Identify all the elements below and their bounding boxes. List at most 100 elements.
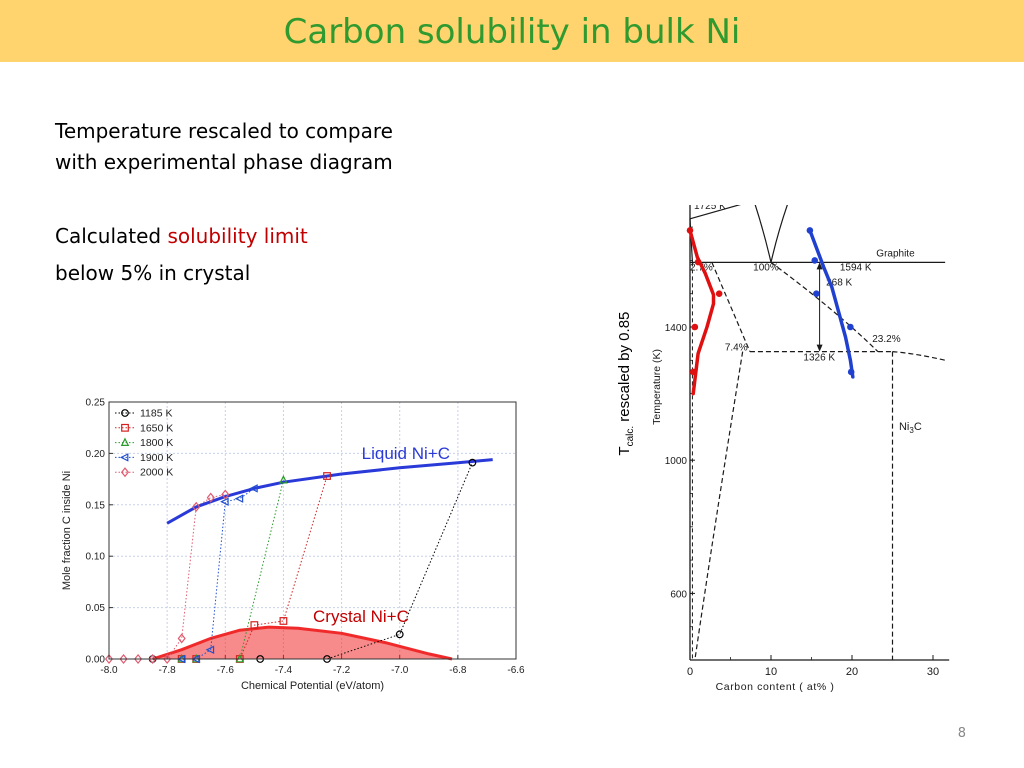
slide-title: Carbon solubility in bulk Ni [283,12,741,52]
pd-annot-268: 268 K [826,277,852,288]
data-point [163,653,172,665]
rescale-label: Tcalc. rescaled by 0.85 [616,312,636,456]
pd-arrow-head-down [816,344,823,352]
title-bar [0,0,1024,62]
x-tick-label: -7.0 [391,665,409,676]
data-point [206,492,215,503]
pd-annot-ni3c: Ni3C [899,421,922,435]
plot-frame [108,401,517,660]
legend-label: 1650 K [140,422,173,434]
legend-marker [120,437,130,447]
x-tick-label: -7.4 [275,665,293,676]
pd-x-tick-label: 10 [765,666,777,678]
crystal-label: Crystal Ni+C [313,607,409,626]
phase-diagram: 6001000140018000102030Carbon content ( a… [616,205,950,693]
x-tick-label: -7.8 [159,665,177,676]
data-point [279,617,288,625]
pd-y-tick-label: 1400 [665,323,688,334]
data-point [104,653,114,665]
y-tick-label: 0.25 [86,398,106,409]
legend-label: 1800 K [140,437,173,449]
pd-arrow-head-up [816,262,823,270]
legend-label: 1900 K [140,452,173,464]
pd-annot-ni3c-sub: 3 [909,426,914,435]
pd-liquidus-upper [689,205,741,220]
pd-annot-100: 100% [753,262,779,273]
y-tick-label: 0.20 [86,449,106,460]
data-point [468,458,477,467]
data-point [234,494,244,503]
calc-curve-red-point [691,323,699,331]
pd-annot-7-4: 7.4% [725,342,748,353]
pd-boundary-dashed-3 [892,351,946,361]
x-tick-label: -6.8 [449,665,467,676]
y-axis-label: Mole fraction C inside Ni [61,471,73,590]
pd-x-axis-label: Carbon content ( at% ) [716,681,835,693]
data-point [177,633,186,644]
pd-annot-1594: 1594 K [840,262,872,273]
calc-curve-blue-point [847,323,854,331]
legend-marker [121,409,129,417]
pd-graphite-boundary-1 [754,205,772,263]
solubility-chart: -8.0 -7.8 -7.6 -7.4 -7.2 -7.0 -6.8 -6.6 0.00 0.05… [61,398,525,693]
text-line-1: Temperature rescaled to compare [55,119,393,143]
calc-curve-red-point [686,227,694,234]
series-line-1900 K [181,487,255,660]
pd-x-tick-label: 20 [846,666,858,678]
data-point [323,472,331,480]
calc-curve-red-point [694,258,702,266]
solubility-limit-highlight: solubility limit [167,224,308,248]
calc-curve-red-point [715,290,723,297]
pd-y-tick-label: 600 [670,589,687,600]
pd-solvus-dashed [694,351,744,661]
pd-x-tick-label: 0 [687,666,693,678]
text-line-2: with experimental phase diagram [55,150,393,174]
x-axis-label: Chemical Potential (eV/atom) [241,680,384,692]
calc-curve-blue-point [806,227,814,234]
legend-marker [120,467,130,478]
x-tick-label: -7.2 [333,665,351,676]
pd-boundary-dashed-1 [711,262,751,352]
data-point [221,489,230,500]
calc-curve-blue-point [811,257,819,264]
data-point [134,653,143,665]
y-tick-label: 0.00 [86,655,106,666]
legend-label: 1185 K [140,408,173,420]
text-line-4: below 5% in crystal [55,261,251,285]
calc-curve-blue-point [847,368,855,376]
calc-curve-red-point [689,368,697,376]
calc-curve-blue [808,228,855,379]
data-point [250,621,259,629]
pd-boundary-dashed-2 [770,261,879,353]
legend-marker [121,423,129,432]
x-tick-label: -6.6 [507,665,525,676]
rescale-label-main: T [616,446,633,455]
data-point [192,501,201,512]
pd-annot-23-2: 23.2% [872,334,900,345]
legend-label: 2000 K [140,467,173,479]
data-point [220,497,229,506]
rescale-label-sub: calc. [625,426,636,447]
pd-y-tick-label: 1000 [665,456,688,467]
data-point [119,653,128,665]
liquid-label: Liquid Ni+C [362,444,450,463]
text-line-3-prefix: Calculated [55,224,168,248]
pd-graphite-boundary-2 [770,205,788,263]
y-tick-label: 0.15 [86,500,106,511]
pd-annot-ni3c-rest: C [914,421,922,433]
pd-annot-ni3c-main: Ni [899,421,909,433]
data-point [249,484,258,493]
pd-annot-1326: 1326 K [803,352,835,363]
pd-annot-graphite: Graphite [876,248,915,259]
x-tick-label: -8.0 [100,665,118,676]
liquid-curve [166,458,493,525]
calc-curve-blue-point [813,290,820,297]
y-tick-label: 0.05 [86,603,106,614]
crystal-boundary-line [152,625,453,661]
data-point [279,474,288,484]
pd-annot-1725: 1725 K [694,205,726,212]
y-tick-label: 0.10 [86,552,106,563]
pd-y-axis-label: Temperature (K) [651,349,663,425]
x-tick-label: -7.6 [217,665,235,676]
plot-area [109,402,516,659]
